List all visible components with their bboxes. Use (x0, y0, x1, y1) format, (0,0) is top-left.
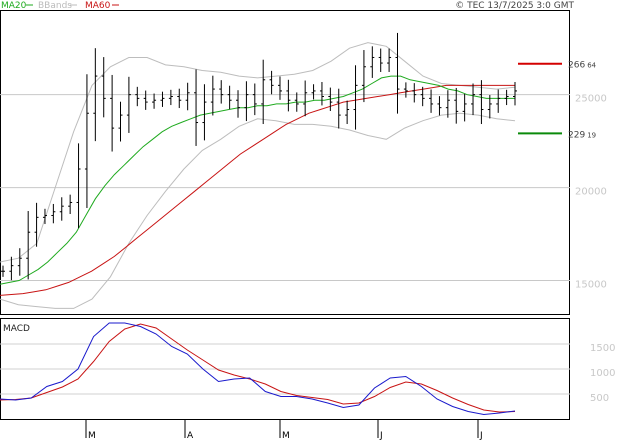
price-bar (387, 48, 392, 72)
price-bar (252, 83, 257, 116)
macd-y-tick-label: 1500 (590, 343, 615, 354)
price-bar (328, 87, 333, 112)
price-bar (479, 80, 484, 125)
price-bar (194, 69, 199, 146)
legend: MA20 BBands MA60 (1, 1, 119, 11)
level-value: 266 (568, 61, 585, 71)
price-bar (135, 86, 140, 107)
price-bar (429, 89, 434, 113)
price-bar (42, 208, 47, 225)
x-axis-tick-label: M (88, 431, 96, 440)
price-bar (311, 84, 316, 100)
price-bar (345, 100, 350, 125)
bbands-upper-line (0, 42, 516, 263)
price-bar (513, 82, 517, 106)
x-axis-tick-label: A (187, 431, 194, 440)
ma60-line (0, 84, 515, 296)
legend-label-ma60: MA60 (85, 1, 111, 11)
price-bar (319, 82, 324, 106)
price-bar (504, 89, 509, 106)
macd-y-tick-label: 500 (590, 393, 609, 404)
ma20-line (0, 75, 515, 285)
legend-label-bbands: BBands (38, 1, 72, 11)
bbands-lower-line (0, 112, 516, 309)
price-bar (454, 87, 459, 124)
price-bar (110, 74, 115, 152)
price-bar (17, 248, 22, 276)
price-bar (236, 90, 241, 118)
level-value: 229 (568, 130, 585, 140)
price-bar (51, 203, 56, 224)
level-label: 266 64 (568, 61, 597, 71)
price-bar (395, 32, 400, 114)
price-bar (420, 86, 425, 107)
macd-y-tick-label: 1000 (590, 368, 615, 379)
price-bar (370, 46, 375, 78)
price-bar (118, 101, 123, 142)
price-bar (462, 93, 467, 122)
price-bar (412, 83, 417, 103)
price-bar (244, 81, 249, 122)
price-bar (277, 76, 282, 100)
price-bar (303, 80, 308, 117)
price-bar (361, 50, 366, 103)
price-bar (9, 256, 14, 281)
macd-line (0, 322, 516, 416)
price-bar (143, 90, 148, 110)
price-bar (496, 89, 501, 113)
macd-title: MACD (3, 324, 30, 334)
level-decimals: 19 (587, 131, 596, 139)
price-bar (403, 82, 408, 98)
legend-label-ma20: MA20 (1, 1, 27, 11)
price-y-tick-label: 15000 (575, 280, 607, 291)
price-bar (76, 143, 81, 229)
price-bar (126, 76, 131, 133)
price-bar (177, 88, 182, 109)
price-bar (261, 59, 266, 125)
price-bar (101, 57, 106, 118)
price-bar (160, 91, 165, 107)
price-bar (210, 75, 215, 116)
copyright-text: © TEC 13/7/2025 3:0 GMT (455, 1, 574, 11)
price-bar (219, 80, 224, 104)
price-bar (59, 197, 64, 221)
price-bar (286, 79, 291, 112)
price-bar (152, 93, 157, 109)
price-bar (93, 48, 98, 142)
price-bar (227, 85, 232, 110)
price-bar (202, 84, 207, 141)
price-bar (26, 211, 31, 280)
price-bar (471, 83, 476, 116)
price-bar (437, 96, 442, 116)
price-bar (445, 90, 450, 118)
price-y-tick-label: 25000 (575, 94, 607, 105)
price-panel-frame (0, 10, 570, 315)
level-decimals: 64 (587, 62, 596, 70)
price-bar (269, 70, 274, 95)
price-bar (336, 88, 341, 129)
price-bar (353, 65, 358, 130)
x-axis-tick-label: J (479, 431, 483, 440)
price-bar (168, 89, 173, 106)
macd-signal-line (0, 323, 516, 413)
price-bar (34, 202, 39, 247)
price-bar (68, 194, 73, 214)
x-axis-tick-label: J (379, 431, 383, 440)
price-bar (294, 92, 299, 112)
price-bar (185, 82, 190, 111)
price-bar (378, 48, 383, 72)
level-label: 229 19 (568, 130, 596, 140)
price-y-tick-label: 20000 (575, 187, 607, 198)
price-bar (1, 265, 5, 277)
price-bar (84, 74, 89, 209)
price-bar (487, 95, 492, 119)
x-axis-tick-label: M (282, 431, 290, 440)
